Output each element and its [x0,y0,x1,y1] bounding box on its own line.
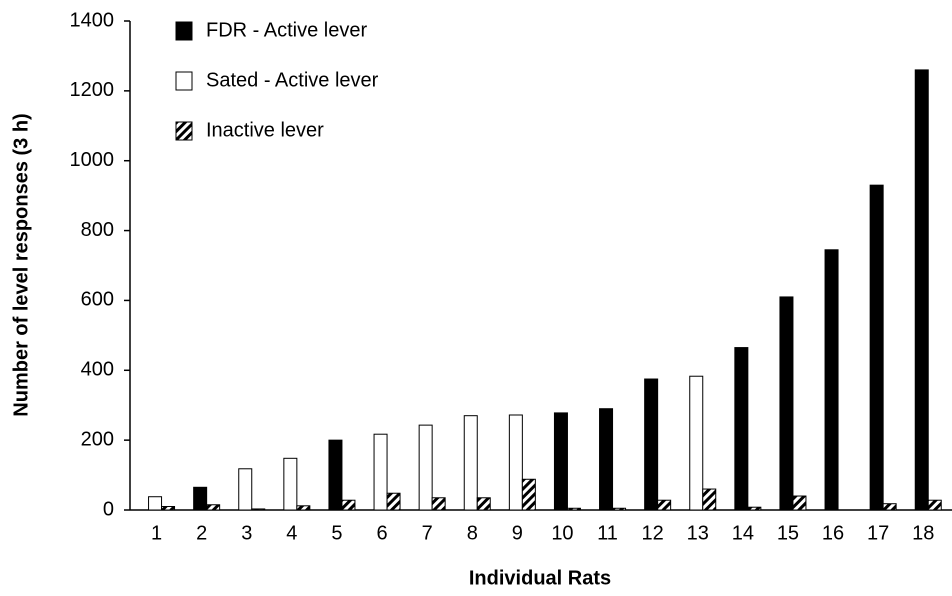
bar [238,468,253,511]
legend-label: FDR - Active lever [206,19,367,41]
bar [553,412,568,511]
legend-swatch [175,71,193,91]
bar [463,415,478,511]
legend-label: Sated - Active lever [206,69,379,91]
x-tick-label: 7 [422,522,433,544]
bar [702,488,717,511]
y-tick-label: 800 [81,219,114,241]
x-tick-label: 15 [777,522,799,544]
bar [779,296,794,511]
y-tick-label: 400 [81,359,114,381]
bar [341,499,356,511]
legend-swatch [175,121,193,141]
bar [161,506,176,511]
y-axis-title: Number of level responses (3 h) [10,113,32,416]
bar [251,508,266,511]
x-tick-label: 9 [512,522,523,544]
legend-swatch [175,21,193,41]
bar [296,505,311,511]
bar [418,424,433,511]
y-tick-label: 1200 [70,79,115,101]
bar [193,486,208,511]
y-tick-label: 0 [103,498,114,520]
legend-label: Inactive lever [206,119,324,141]
bar [386,492,401,511]
bar [882,503,897,511]
y-tick-label: 200 [81,428,114,450]
bar [283,457,298,511]
bar [612,507,627,511]
bar [824,249,839,511]
x-tick-label: 13 [687,522,709,544]
x-axis-title: Individual Rats [469,567,611,589]
bar [689,375,704,511]
bar [508,414,523,511]
x-tick-label: 1 [151,522,162,544]
bar [599,408,614,511]
bar [148,496,163,511]
bar [566,507,581,511]
x-tick-label: 17 [867,522,889,544]
y-tick-label: 1400 [70,9,115,31]
bar [521,478,536,511]
x-tick-label: 8 [467,522,478,544]
bar [657,499,672,511]
y-tick-label: 600 [81,289,114,311]
bar [206,504,221,511]
x-tick-label: 3 [241,522,252,544]
y-tick-label: 1000 [70,149,115,171]
bar [328,439,343,511]
x-tick-label: 16 [822,522,844,544]
bar [476,497,491,511]
bar [792,495,807,511]
bar [373,433,388,511]
x-tick-label: 10 [551,522,573,544]
x-tick-label: 4 [286,522,297,544]
bar [747,506,762,511]
bar [914,69,929,511]
x-tick-label: 6 [376,522,387,544]
bar [644,378,659,511]
x-tick-label: 5 [331,522,342,544]
bar [734,347,749,511]
x-tick-label: 2 [196,522,207,544]
x-tick-label: 18 [912,522,934,544]
bar [927,499,942,511]
bar [431,497,446,511]
x-tick-label: 11 [597,522,618,544]
x-tick-label: 14 [732,522,754,544]
bar [869,184,884,511]
x-tick-label: 12 [642,522,664,544]
